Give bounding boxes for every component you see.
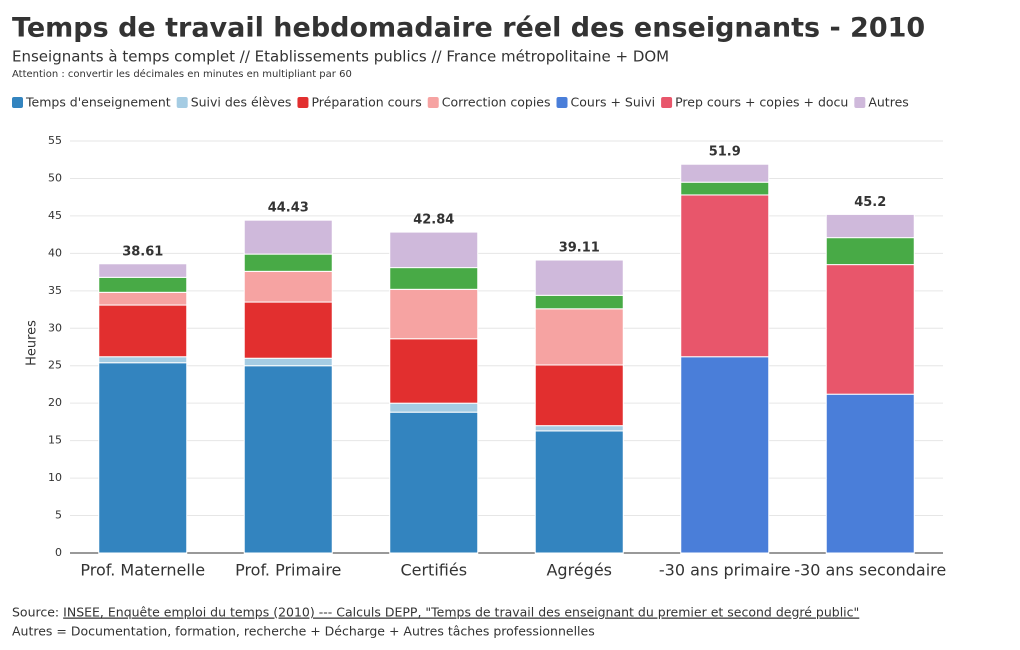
y-tick-label: 50 (48, 171, 62, 184)
legend-swatch (176, 97, 188, 108)
chart-title: Temps de travail hebdomadaire réel des e… (12, 13, 925, 44)
y-tick-label: 25 (48, 359, 62, 372)
bar-segment (243, 357, 333, 367)
bar-segment (534, 425, 624, 432)
legend-label: Suivi des élèves (191, 95, 292, 110)
bar-segment (389, 288, 479, 340)
legend-swatch (297, 97, 309, 108)
bar-segment (680, 356, 770, 554)
source-link[interactable]: INSEE, Enquête emploi du temps (2010) --… (63, 605, 859, 620)
bar-segment (98, 304, 188, 358)
bar-segment (389, 402, 479, 413)
bar-segment (98, 291, 188, 306)
bar-segment (98, 356, 188, 364)
bar-segment (389, 411, 479, 554)
total-label: 51.9 (709, 145, 741, 160)
legend-swatch (661, 97, 673, 108)
legend-label: Autres (868, 95, 908, 110)
bar-segment (243, 219, 333, 255)
bar-segment (825, 264, 915, 395)
y-tick-label: 45 (48, 209, 62, 222)
bar-segment (243, 253, 333, 272)
bar-segment (98, 263, 188, 278)
footnote: Autres = Documentation, formation, reche… (12, 624, 595, 639)
legend-swatch (12, 97, 23, 108)
bar-segment (680, 194, 770, 358)
legend-label: Correction copies (442, 95, 551, 110)
y-axis-title: Heures (25, 320, 40, 366)
bar-segment (98, 362, 188, 554)
total-label: 39.11 (559, 241, 600, 256)
bar-segment (389, 231, 479, 269)
y-tick-label: 35 (48, 284, 62, 297)
bar-segment (680, 163, 770, 183)
bar-segment (680, 181, 770, 196)
bar-segment (389, 267, 479, 290)
y-tick-label: 15 (48, 434, 62, 447)
bar-segment (243, 365, 333, 554)
y-tick-label: 30 (48, 321, 62, 334)
legend-swatch (854, 97, 866, 108)
subtitle: Enseignants à temps complet // Etablisse… (12, 48, 669, 66)
total-label: 45.2 (854, 195, 886, 210)
legend-swatch (427, 97, 439, 108)
legend-label: Préparation cours (311, 95, 421, 110)
x-tick-label: Prof. Primaire (235, 561, 341, 580)
bar-segment (534, 259, 624, 296)
x-tick-label: Agrégés (546, 561, 612, 580)
bar-segment (825, 213, 915, 239)
bar-segment (534, 364, 624, 427)
x-tick-label: Prof. Maternelle (80, 561, 205, 580)
x-tick-label: -30 ans primaire (659, 561, 791, 580)
bar-segment (534, 430, 624, 554)
note: Attention : convertir les décimales en m… (12, 68, 352, 80)
x-tick-label: -30 ans secondaire (794, 561, 946, 580)
total-label: 42.84 (413, 213, 454, 228)
bar-segment (389, 338, 479, 404)
total-label: 44.43 (268, 201, 309, 216)
bar-segment (825, 237, 915, 266)
bar-segment (534, 294, 624, 310)
legend-swatch (556, 97, 568, 108)
x-tick-label: Certifiés (400, 561, 467, 580)
bar-segment (825, 393, 915, 554)
y-tick-label: 20 (48, 396, 62, 409)
source-label: Source: (12, 605, 59, 620)
y-tick-label: 10 (48, 471, 62, 484)
bar-segment (243, 301, 333, 359)
bar-segment (243, 270, 333, 303)
total-label: 38.61 (122, 244, 163, 259)
y-tick-label: 55 (48, 134, 62, 147)
y-tick-label: 5 (55, 509, 62, 522)
bar-segment (534, 308, 624, 366)
y-tick-label: 40 (48, 246, 62, 259)
legend-label: Temps d'enseignement (25, 95, 171, 110)
bar-segment (98, 276, 188, 293)
legend-label: Prep cours + copies + docu (675, 95, 848, 110)
y-tick-label: 0 (55, 546, 62, 559)
legend-label: Cours + Suivi (571, 95, 656, 110)
